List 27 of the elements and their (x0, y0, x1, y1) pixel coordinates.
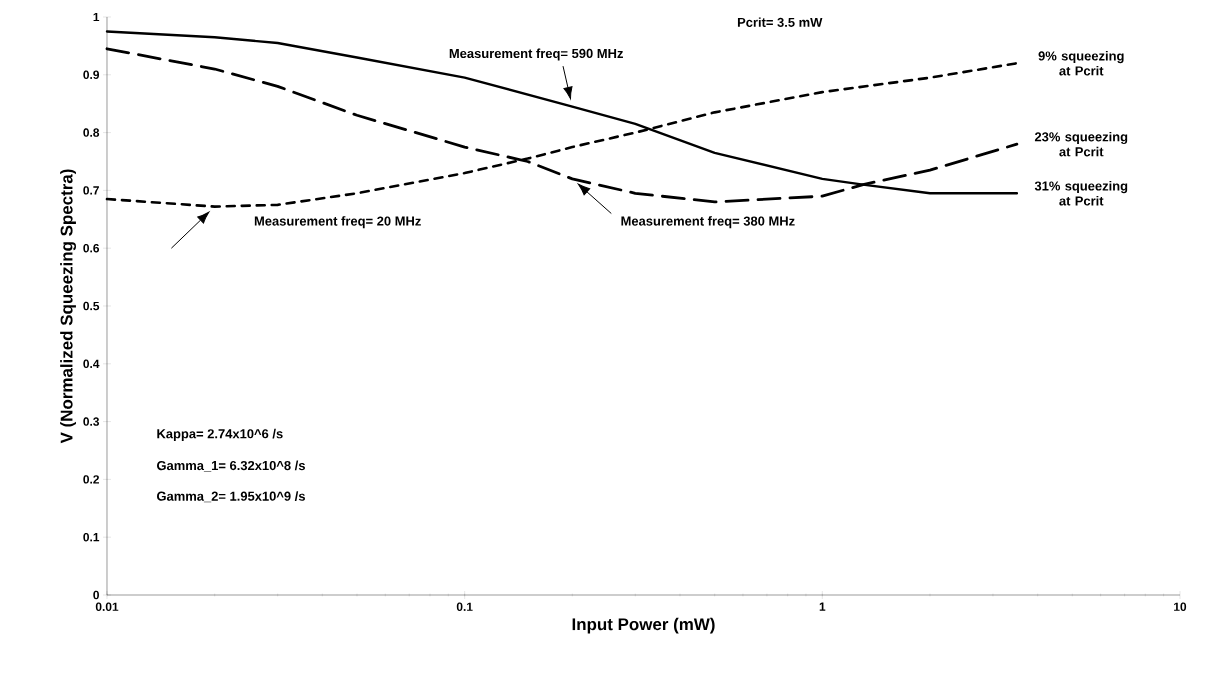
y-tick-label: 0.9 (83, 70, 100, 80)
annotation: 31% squeezing at Pcrit (1034, 181, 1128, 206)
y-tick-label: 0.4 (83, 359, 100, 369)
x-tick-label: 1 (819, 602, 826, 611)
series-label: Measurement freq= 20 MHz (254, 216, 421, 229)
x-tick-label: 0.01 (95, 602, 119, 611)
x-tick-label: 10 (1174, 602, 1187, 611)
annotation: Gamma_1= 6.32x10^8 /s (157, 460, 305, 472)
x-tick-label: 0.1 (456, 602, 473, 611)
annotation: 23% squeezing at Pcrit (1034, 131, 1128, 157)
y-tick-label: 0.2 (83, 475, 99, 484)
y-tick-label: 0.1 (83, 532, 100, 542)
x-axis-title: Input Power (mW) (572, 617, 715, 634)
y-tick-label: 0.5 (83, 301, 100, 311)
annotation: Gamma_2= 1.95x10^9 /s (157, 491, 305, 503)
annotation: Pcrit= 3.5 mW (737, 17, 823, 27)
y-axis-title: V (Normalized Squeezing Spectra) (60, 169, 77, 444)
y-tick-label: 0 (93, 590, 99, 600)
annotation: Kappa= 2.74x10^6 /s (157, 428, 283, 441)
annotation: 9% squeezing at Pcrit (1038, 51, 1124, 76)
y-tick-label: 0.3 (83, 417, 100, 426)
y-tick-label: 0.8 (83, 128, 100, 137)
y-tick-label: 0.7 (83, 186, 99, 195)
series-label: Measurement freq= 380 MHz (621, 216, 795, 229)
series-label: Measurement freq= 590 MHz (449, 48, 623, 61)
y-tick-label: 0.6 (83, 243, 100, 253)
y-tick-label: 1 (93, 12, 100, 22)
